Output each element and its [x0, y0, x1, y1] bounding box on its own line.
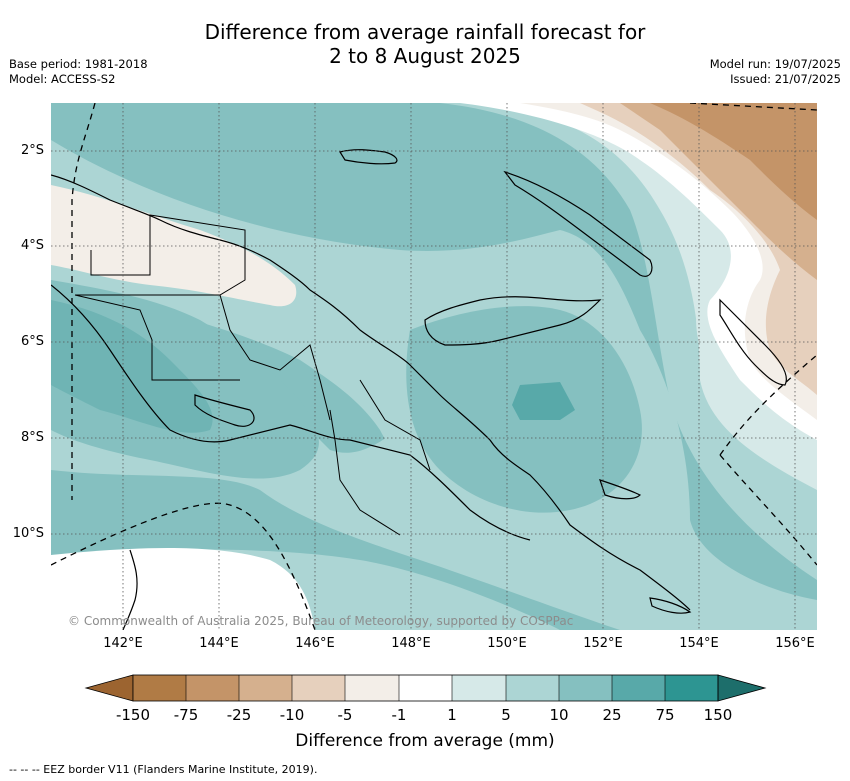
- png-north-coast: [51, 174, 691, 611]
- colorbar-swatch-11: [665, 675, 718, 701]
- map-fill: [51, 103, 817, 630]
- title-line-1: Difference from average rainfall forecas…: [204, 20, 646, 44]
- colorbar-swatch-7: [452, 675, 506, 701]
- province-border-4: [329, 409, 401, 536]
- lon-tick-150: 150°E: [487, 636, 527, 651]
- borders: [74, 214, 431, 536]
- coastlines: [51, 149, 787, 630]
- colorbar-arrow-left: [84, 674, 134, 702]
- cb-label-7: 1: [447, 706, 457, 724]
- lon-tick-146: 146°E: [295, 636, 335, 651]
- png-south-coast: [51, 284, 531, 541]
- band-dry-nw: [51, 185, 297, 307]
- lon-tick-142: 142°E: [103, 636, 143, 651]
- colorbar-arrow-right: [717, 674, 767, 702]
- cb-label-11: 75: [655, 706, 675, 724]
- band-neutral-sw: [51, 548, 315, 630]
- province-border-2: [74, 294, 240, 381]
- copyright-notice: © Commonwealth of Australia 2025, Bureau…: [68, 614, 574, 628]
- cb-label-4: -10: [279, 706, 305, 724]
- base-period: Base period: 1981-2018: [9, 57, 148, 71]
- cb-label-6: -1: [391, 706, 407, 724]
- colorbar-dividers: [185, 675, 666, 701]
- lon-tick-156: 156°E: [775, 636, 815, 651]
- band-west-core: [51, 300, 213, 433]
- lon-tick-148: 148°E: [391, 636, 431, 651]
- eez-border-east-1: [719, 354, 817, 456]
- australia-coast: [122, 549, 138, 630]
- colorbar-swatch-10: [612, 675, 665, 701]
- eez-border-south: [51, 502, 316, 630]
- cb-label-8: 5: [501, 706, 511, 724]
- issued-date: Issued: 21/07/2025: [730, 72, 841, 86]
- colorbar-swatch-8: [506, 675, 559, 701]
- lon-tick-154: 154°E: [679, 636, 719, 651]
- colorbar-swatch-4: [292, 675, 345, 701]
- colorbar-swatch-1: [133, 675, 186, 701]
- cb-label-1: -150: [115, 706, 151, 724]
- lat-tick-6s: 6°S: [20, 334, 44, 349]
- province-border-1: [75, 214, 246, 296]
- colorbar-swatch-3: [239, 675, 292, 701]
- colorbar-swatch-5: [345, 675, 399, 701]
- bougainville-icon: [719, 298, 787, 386]
- lon-tick-144: 144°E: [199, 636, 239, 651]
- lat-tick-10s: 10°S: [12, 526, 44, 541]
- colorbar-title: Difference from average (mm): [295, 731, 555, 751]
- meta-right: Model run: 19/07/2025 Issued: 21/07/2025: [710, 57, 841, 87]
- island-group-1: [599, 479, 642, 500]
- band-dry-25-75: [650, 103, 817, 220]
- eez-borders: [51, 103, 817, 630]
- colorbar-swatch-6: [399, 675, 452, 701]
- eez-border-west: [71, 103, 96, 500]
- province-border-5: [359, 379, 431, 471]
- new-ireland-icon: [503, 170, 653, 277]
- colorbar-swatch-9: [559, 675, 612, 701]
- cb-label-3: -25: [226, 706, 252, 724]
- eez-border-east-2: [719, 454, 817, 566]
- manus-island-icon: [339, 149, 398, 165]
- fly-delta-icon: [194, 394, 255, 427]
- band-25-75: [512, 382, 575, 420]
- lat-tick-8s: 8°S: [20, 430, 44, 445]
- new-britain-icon: [424, 296, 602, 346]
- colorbar-frame: [132, 674, 719, 702]
- map-title: Difference from average rainfall forecas…: [0, 20, 850, 68]
- cb-label-12: 150: [703, 706, 733, 724]
- lat-tick-2s: 2°S: [20, 143, 44, 158]
- cb-label-10: 25: [602, 706, 622, 724]
- island-group-2: [649, 597, 692, 614]
- model-name: Model: ACCESS-S2: [9, 72, 116, 86]
- cb-label-2: -75: [173, 706, 199, 724]
- province-border-3: [219, 294, 331, 421]
- lon-tick-152: 152°E: [583, 636, 623, 651]
- eez-footnote: -- -- -- EEZ border V11 (Flanders Marine…: [9, 763, 318, 776]
- cb-label-9: 10: [549, 706, 569, 724]
- meta-left: Base period: 1981-2018 Model: ACCESS-S2: [9, 57, 148, 87]
- colorbar-swatch-2: [186, 675, 239, 701]
- cb-label-5: -5: [337, 706, 353, 724]
- title-line-2: 2 to 8 August 2025: [329, 44, 521, 68]
- model-run: Model run: 19/07/2025: [709, 57, 841, 71]
- lat-tick-4s: 4°S: [20, 238, 44, 253]
